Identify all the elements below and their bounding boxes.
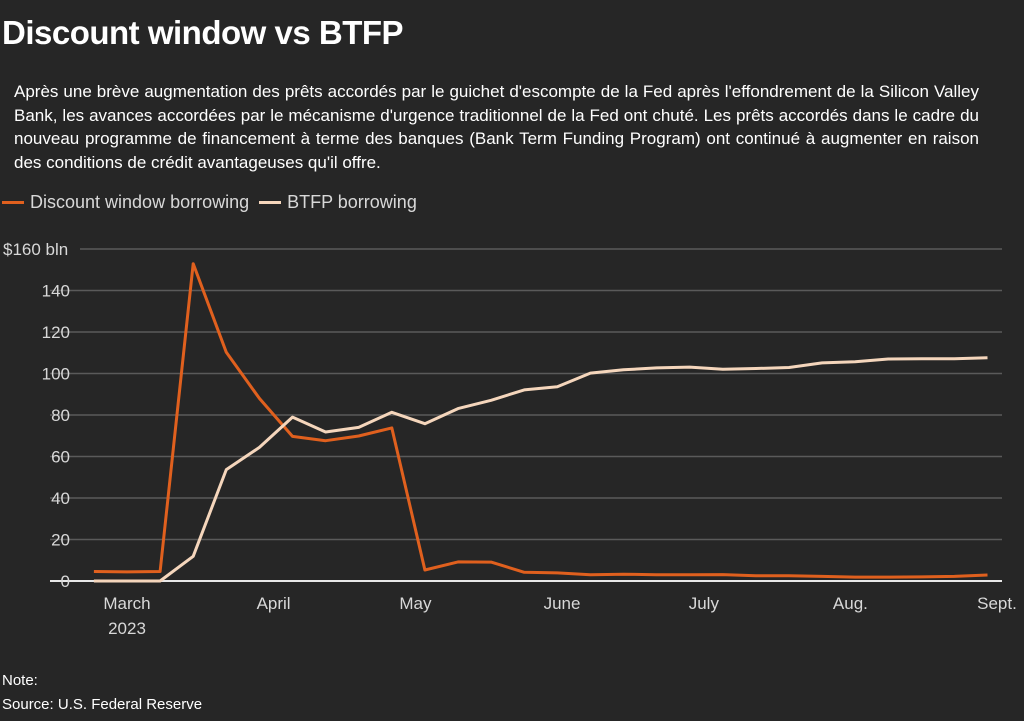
legend-swatch-btfp [259,201,282,204]
x-tick-label: Sept. [977,594,1017,613]
legend-item-discount: Discount window borrowing [2,192,249,213]
legend: Discount window borrowing BTFP borrowing [2,192,427,213]
x-tick-sublabel: 2023 [108,619,146,638]
line-chart: 0 20 40 60 80 100 120 140 $160 bln March 2023 April… [3,240,1017,638]
y-tick-label: 40 [51,489,70,508]
legend-swatch-discount [2,201,24,204]
y-tick-label: 140 [42,282,70,301]
y-tick-label: 100 [42,365,70,384]
y-tick-label: 20 [51,531,70,550]
chart-subtitle: Après une brève augmentation des prêts a… [14,82,979,172]
note: Note: [2,672,38,689]
x-tick-label: June [544,594,581,613]
source: Source: U.S. Federal Reserve [2,696,203,713]
legend-label-btfp: BTFP borrowing [287,192,417,212]
y-tick-label: 120 [42,323,70,342]
series-line-btfp [93,356,988,583]
chart-title: Discount window vs BTFP [2,14,404,51]
x-tick-label: April [257,594,291,613]
legend-item-btfp: BTFP borrowing [259,192,417,213]
x-tick-label: May [399,594,432,613]
x-tick-label: March [103,594,150,613]
y-tick-label: $160 bln [3,240,68,259]
x-tick-label: July [689,594,720,613]
series-line-discount-window [93,262,988,579]
y-tick-label: 60 [51,448,70,467]
y-tick-label: 80 [51,406,70,425]
legend-label-discount: Discount window borrowing [30,192,250,212]
y-tick-label: 0 [61,572,70,591]
x-tick-label: Aug. [833,594,868,613]
